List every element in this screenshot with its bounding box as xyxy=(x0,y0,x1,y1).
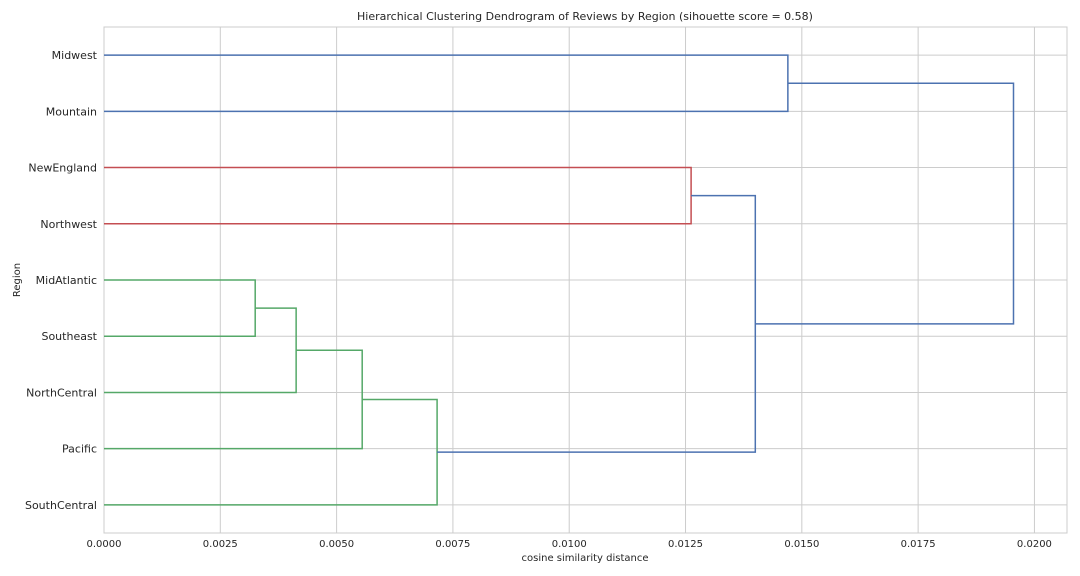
leaf-label: Northwest xyxy=(40,218,97,231)
leaf-label: Mountain xyxy=(46,105,97,118)
dendrogram-link xyxy=(755,82,1015,325)
dendrogram-link xyxy=(104,398,438,506)
dendrogram-link xyxy=(437,194,757,453)
leaf-label: MidAtlantic xyxy=(36,274,97,287)
leaf-label: Midwest xyxy=(52,49,98,62)
dendrogram-links xyxy=(104,54,1015,506)
chart-title: Hierarchical Clustering Dendrogram of Re… xyxy=(357,10,813,23)
leaf-labels: Midwest Mountain NewEngland Northwest MidAtl… xyxy=(25,49,98,512)
x-tick-label: 0.0175 xyxy=(901,539,936,550)
x-tick-label: 0.0000 xyxy=(87,539,122,550)
leaf-label: SouthCentral xyxy=(25,499,97,512)
x-tick-label: 0.0150 xyxy=(784,539,819,550)
x-tick-label: 0.0125 xyxy=(668,539,703,550)
x-tick-label: 0.0100 xyxy=(552,539,587,550)
dendrogram-link xyxy=(104,166,692,225)
y-axis-label: Region xyxy=(12,263,23,297)
x-axis-label: cosine similarity distance xyxy=(522,553,649,564)
leaf-label: Southeast xyxy=(41,330,97,343)
x-tick-labels: 0.0000 0.0025 0.0050 0.0075 0.0100 0.0125 0.01… xyxy=(87,539,1052,550)
x-tick-label: 0.0075 xyxy=(435,539,470,550)
leaf-label: NorthCentral xyxy=(26,386,97,399)
leaf-label: Pacific xyxy=(62,443,97,456)
dendrogram-link xyxy=(104,279,256,337)
leaf-label: NewEngland xyxy=(28,162,97,175)
x-tick-label: 0.0025 xyxy=(203,539,238,550)
x-tick-label: 0.0050 xyxy=(319,539,354,550)
x-tick-label: 0.0200 xyxy=(1017,539,1052,550)
dendrogram-link xyxy=(104,349,363,450)
dendrogram-link xyxy=(104,307,297,394)
